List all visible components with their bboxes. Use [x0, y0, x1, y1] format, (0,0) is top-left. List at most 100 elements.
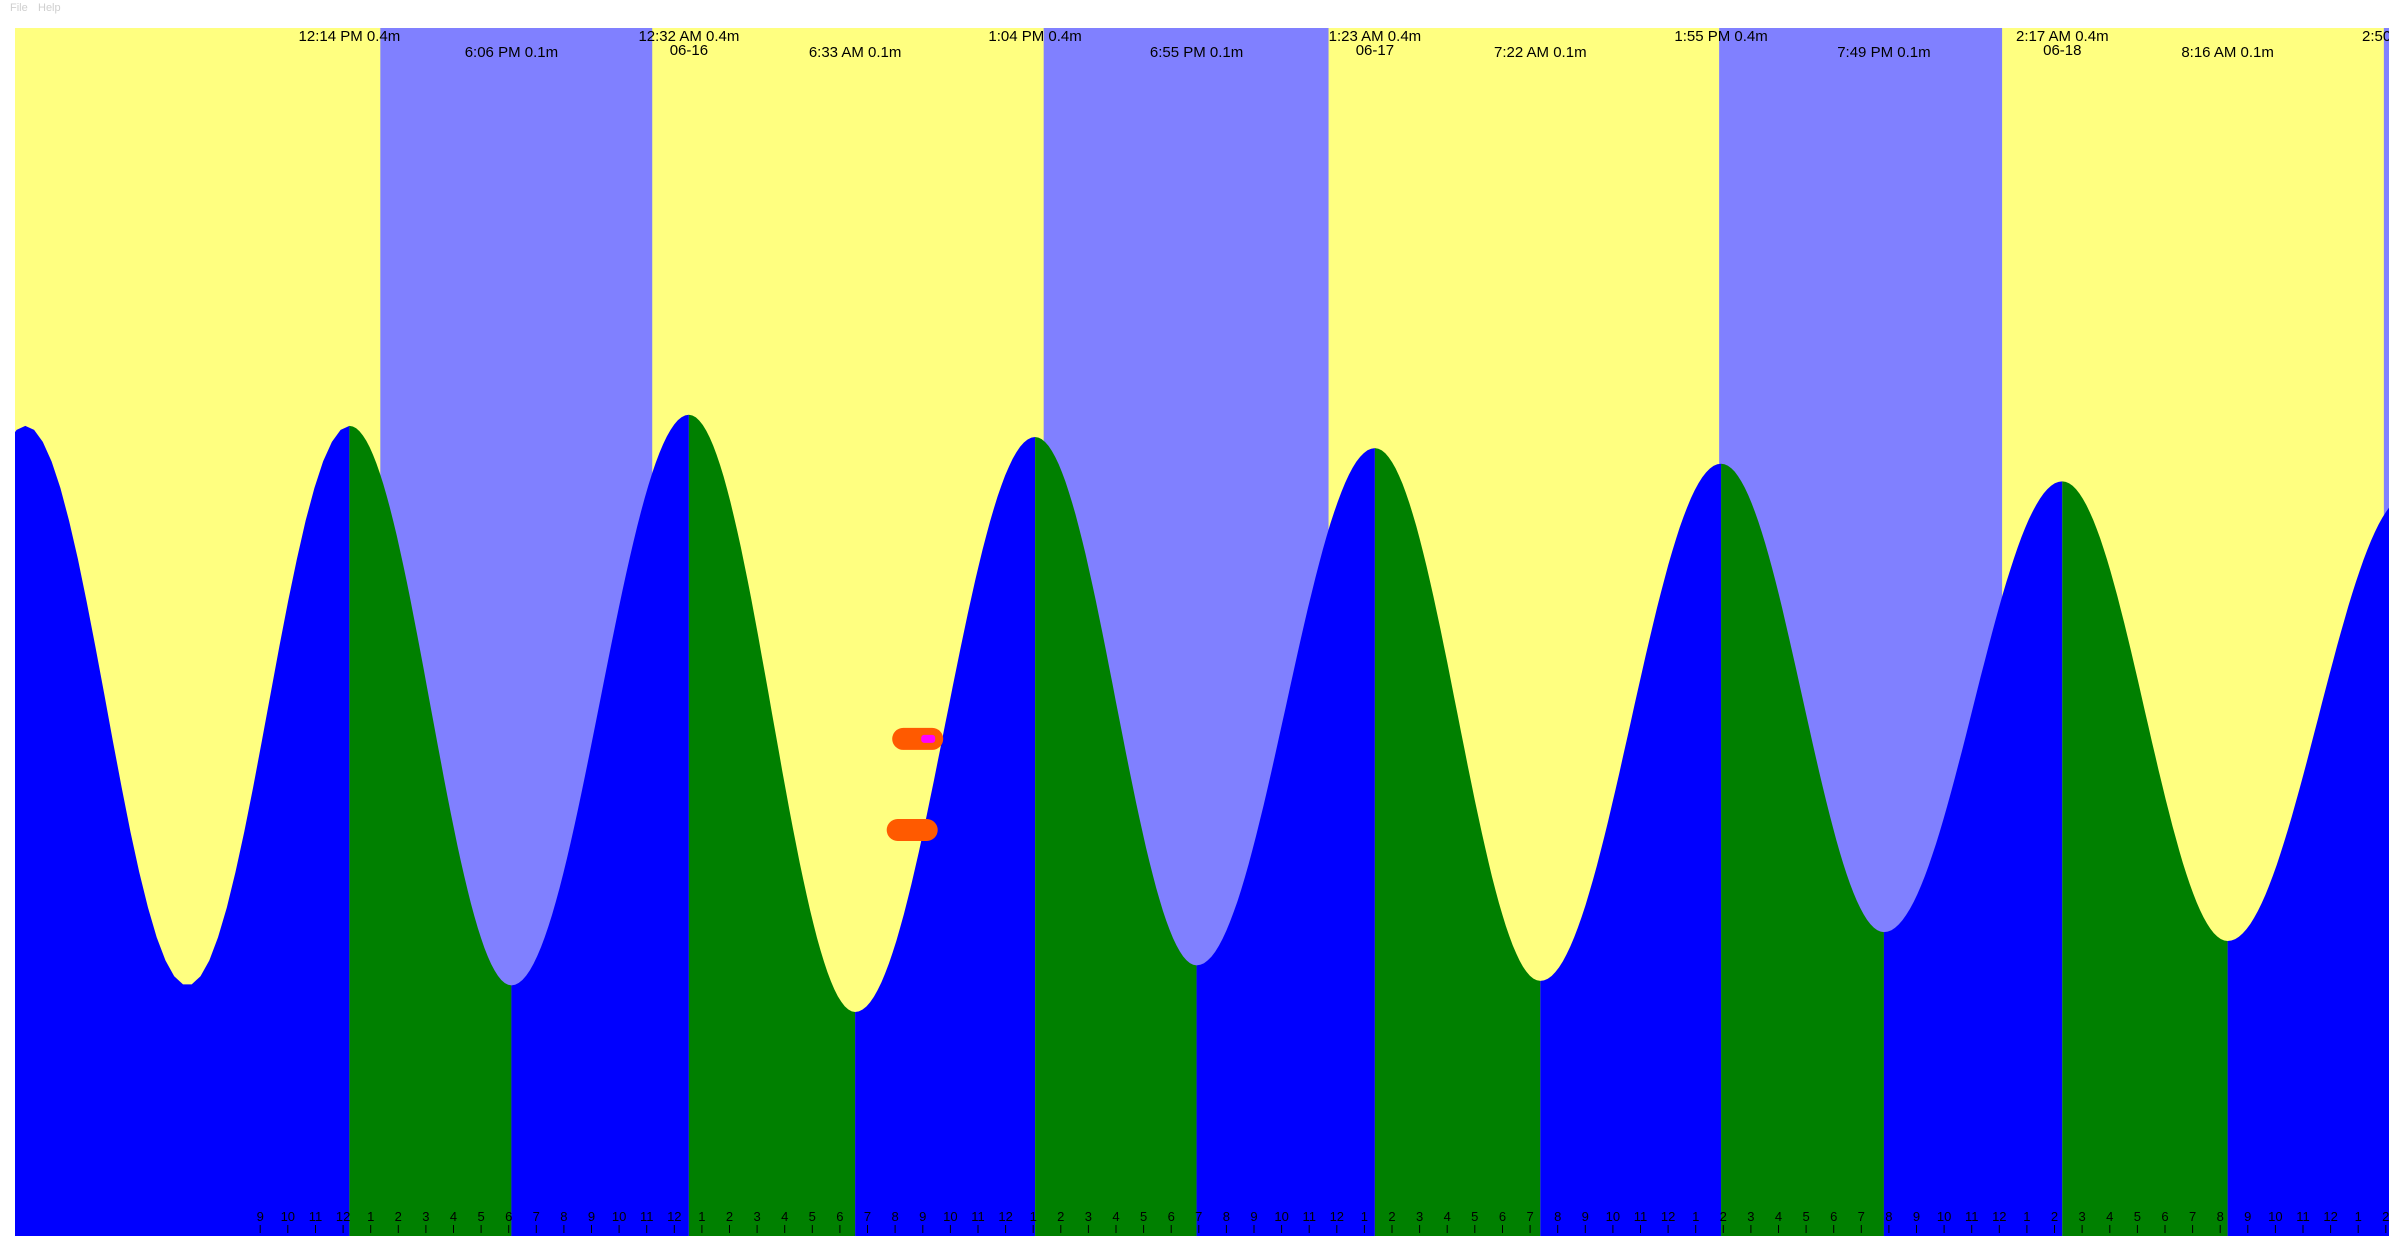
hour-tick-label: 12	[1661, 1209, 1675, 1224]
hour-tick-label: 1	[367, 1209, 374, 1224]
hour-tick-label: 5	[1802, 1209, 1809, 1224]
hour-tick-label: 9	[257, 1209, 264, 1224]
menu-help[interactable]: Help	[38, 2, 61, 14]
hour-tick-label: 11	[309, 1209, 323, 1224]
hour-tick-label: 7	[1858, 1209, 1865, 1224]
hour-tick-label: 10	[1274, 1209, 1288, 1224]
plot-area: 9 10 11 12 1 2 3 4 5 6 7 8 9 10 11 12 1 2 3 4 5 6 7 8 9 10 11 12 1 2 3…	[15, 28, 2404, 1236]
hour-tick-label: 6	[1830, 1209, 1837, 1224]
hour-tick-label: 11	[2296, 1209, 2310, 1224]
boat-lower-marker	[886, 819, 938, 841]
hour-tick-label: 12	[1330, 1209, 1344, 1224]
date-label: 06-17	[1356, 42, 1394, 59]
hour-tick-label: 1	[1030, 1209, 1037, 1224]
hour-tick-label: 12	[998, 1209, 1012, 1224]
hour-tick-label: 5	[2134, 1209, 2141, 1224]
rising-tide-segment-6	[1196, 448, 1375, 1236]
hour-tick-label: 11	[1302, 1209, 1316, 1224]
hour-tick-label: 1	[2023, 1209, 2030, 1224]
menu-bar: File Help	[0, 0, 2404, 24]
hour-tick-label: 9	[2244, 1209, 2251, 1224]
hour-tick-label: 7	[1526, 1209, 1533, 1224]
hour-tick-label: 3	[1416, 1209, 1423, 1224]
falling-tide-segment-9	[1721, 463, 1884, 1236]
menu-file[interactable]: File	[10, 2, 28, 14]
hour-tick-label: 9	[919, 1209, 926, 1224]
hour-tick-label: 9	[1250, 1209, 1257, 1224]
hour-tick-label: 5	[477, 1209, 484, 1224]
low-tide-label: 7:22 AM 0.1m	[1494, 44, 1587, 61]
hour-tick-label: 3	[1085, 1209, 1092, 1224]
hour-tick-label: 8	[1554, 1209, 1561, 1224]
boat-upper-marker	[892, 727, 944, 750]
hour-tick-label: 4	[1444, 1209, 1451, 1224]
rising-tide-segment-2	[511, 414, 689, 1236]
hour-tick-label: 10	[281, 1209, 295, 1224]
low-tide-label: 6:06 PM 0.1m	[465, 44, 558, 61]
hour-tick-label: 1	[2355, 1209, 2362, 1224]
hour-tick-label: 7	[864, 1209, 871, 1224]
hour-tick-label: 1	[1361, 1209, 1368, 1224]
boat-upper-highlight	[921, 734, 936, 743]
hour-tick-label: 4	[1775, 1209, 1782, 1224]
hour-tick-label: 6	[505, 1209, 512, 1224]
hour-tick-label: 3	[1747, 1209, 1754, 1224]
hour-tick-label: 7	[1195, 1209, 1202, 1224]
hour-tick-label: 10	[943, 1209, 957, 1224]
hour-tick-label: 7	[2189, 1209, 2196, 1224]
hour-tick-label: 2	[1057, 1209, 1064, 1224]
hour-tick-label: 3	[753, 1209, 760, 1224]
hour-tick-label: 2	[2382, 1209, 2389, 1224]
low-tide-label: 8:16 AM 0.1m	[2181, 44, 2274, 61]
hour-tick-label: 8	[891, 1209, 898, 1224]
high-tide-label: 2:17 AM 0.4m	[2016, 28, 2109, 45]
hour-tick-label: 4	[2106, 1209, 2113, 1224]
hour-tick-label: 9	[588, 1209, 595, 1224]
rising-tide-segment-8	[1540, 463, 1722, 1236]
hour-tick-label: 8	[1885, 1209, 1892, 1224]
falling-tide-segment-1	[349, 425, 512, 1236]
hour-tick-label: 12	[1992, 1209, 2006, 1224]
hour-tick-label: 3	[422, 1209, 429, 1224]
high-tide-label: 1:55 PM 0.4m	[1674, 28, 1767, 45]
hour-tick-label: 2	[1720, 1209, 1727, 1224]
hour-tick-label: 12	[667, 1209, 681, 1224]
falling-tide-segment-3	[688, 414, 856, 1236]
hour-tick-label: 1	[1692, 1209, 1699, 1224]
hour-tick-label: 2	[2051, 1209, 2058, 1224]
high-tide-label: 1:04 PM 0.4m	[988, 28, 1081, 45]
hour-tick-label: 5	[809, 1209, 816, 1224]
low-tide-label: 7:49 PM 0.1m	[1837, 44, 1930, 61]
hour-tick-label: 10	[2268, 1209, 2282, 1224]
hour-tick-label: 2	[395, 1209, 402, 1224]
high-tide-label: 2:50 PM 0.4m	[2362, 28, 2404, 45]
hour-tick-label: 4	[1112, 1209, 1119, 1224]
hour-tick-label: 2	[726, 1209, 733, 1224]
rising-tide-segment-4	[855, 437, 1036, 1236]
hour-tick-label: 9	[1913, 1209, 1920, 1224]
hour-tick-label: 8	[2217, 1209, 2224, 1224]
rising-tide-segment-10	[1883, 481, 2063, 1236]
high-tide-label: 12:32 AM 0.4m	[638, 28, 739, 45]
low-tide-label: 6:33 AM 0.1m	[809, 44, 902, 61]
rising-tide-segment-0	[15, 425, 350, 1236]
high-tide-label: 12:14 PM 0.4m	[299, 28, 401, 45]
hour-tick-label: 2	[1388, 1209, 1395, 1224]
hour-tick-label: 8	[560, 1209, 567, 1224]
low-tide-label: 6:55 PM 0.1m	[1150, 44, 1243, 61]
hour-tick-label: 7	[533, 1209, 540, 1224]
hour-tick-label: 12	[2323, 1209, 2337, 1224]
date-label: 06-16	[670, 42, 708, 59]
date-label: 06-18	[2043, 42, 2081, 59]
hour-tick-label: 6	[1499, 1209, 1506, 1224]
falling-tide-segment-7	[1374, 448, 1541, 1236]
hour-tick-label: 12	[336, 1209, 350, 1224]
hour-tick-label: 8	[1223, 1209, 1230, 1224]
high-tide-label: 1:23 AM 0.4m	[1329, 28, 1422, 45]
hour-tick-label: 6	[2161, 1209, 2168, 1224]
hour-tick-label: 4	[781, 1209, 788, 1224]
falling-tide-segment-11	[2062, 481, 2228, 1236]
rising-tide-segment-12	[2227, 507, 2389, 1236]
hour-tick-label: 1	[698, 1209, 705, 1224]
hour-tick-label: 9	[1582, 1209, 1589, 1224]
